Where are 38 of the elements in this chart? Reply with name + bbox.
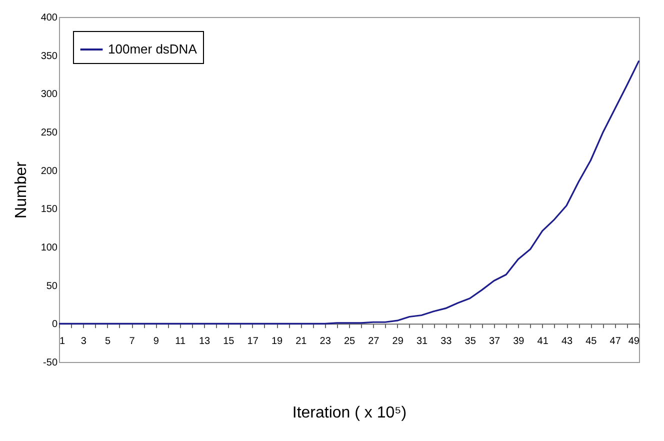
x-tick-label: 27: [368, 336, 380, 348]
x-axis-title: Iteration ( x 10⁵): [292, 404, 407, 422]
x-tick-label: 19: [271, 336, 283, 348]
y-tick-label: 250: [40, 128, 58, 138]
x-tick-label: 43: [561, 336, 573, 348]
x-tick-label: 49: [628, 336, 640, 348]
x-tick-label: 21: [296, 336, 308, 348]
x-tick-label: 41: [537, 336, 549, 348]
x-tick-label: 29: [392, 336, 404, 348]
y-tick-label: 300: [40, 89, 58, 100]
x-tick-label: 13: [198, 336, 210, 348]
x-tick-label: 47: [610, 336, 622, 348]
x-tick-label: 33: [440, 336, 452, 348]
y-tick-label: 0: [52, 319, 58, 330]
x-tick-label: 45: [586, 336, 598, 348]
x-tick-label: 1: [60, 336, 66, 348]
x-tick-label: 3: [80, 336, 87, 348]
y-tick-label: -50: [43, 358, 58, 368]
y-tick-label: 50: [46, 280, 58, 292]
x-tick-label: 5: [105, 336, 112, 348]
x-tick-label: 31: [416, 336, 428, 348]
x-tick-label: 17: [247, 336, 259, 348]
y-axis-title: Number: [12, 160, 30, 218]
x-tick-label: 37: [488, 336, 500, 348]
x-tick-label: 23: [320, 336, 332, 348]
x-tick-label: 9: [153, 336, 160, 348]
y-tick-label: 150: [40, 204, 58, 216]
x-tick-label: 15: [223, 336, 235, 348]
x-tick-label: 11: [175, 336, 186, 348]
y-tick-label: 400: [40, 12, 58, 24]
y-tick-label: 350: [40, 50, 58, 62]
x-tick-label: 35: [464, 336, 476, 348]
x-tick-label: 25: [344, 336, 356, 348]
x-tick-label: 39: [513, 336, 525, 348]
y-tick-label: 200: [40, 166, 58, 177]
legend-label: 100mer dsDNA: [108, 42, 198, 56]
x-tick-label: 7: [129, 336, 136, 348]
y-tick-label: 100: [40, 242, 58, 254]
